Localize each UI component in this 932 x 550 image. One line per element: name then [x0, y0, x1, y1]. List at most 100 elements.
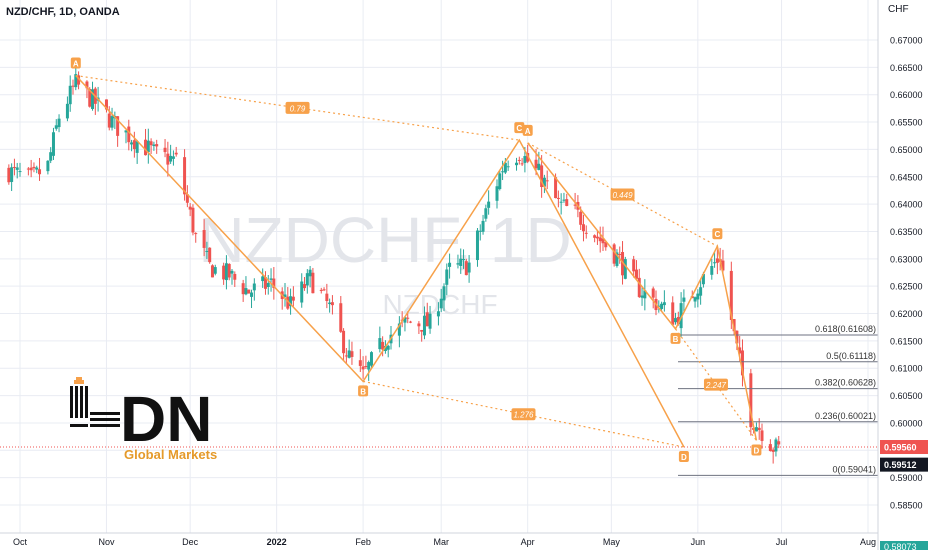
x-tick-label: Feb: [355, 537, 371, 547]
candle-body: [367, 362, 371, 370]
candle-body: [740, 350, 744, 376]
ratio-label: 0.79: [290, 104, 306, 113]
candle-body: [308, 269, 312, 277]
ratio-box: [285, 101, 310, 114]
candle-body: [330, 302, 334, 306]
point-label: D: [754, 446, 760, 455]
candle-body: [721, 260, 725, 271]
candle-body: [85, 81, 89, 89]
candle-body: [459, 258, 463, 266]
point-box: [751, 444, 762, 456]
candle-body: [768, 444, 772, 452]
candle-body: [623, 259, 627, 279]
point-label: A: [73, 60, 79, 69]
y-tick-label: 0.63500: [890, 227, 923, 237]
candle-body: [503, 162, 507, 173]
candle-body: [183, 157, 187, 195]
candle-body: [428, 313, 432, 329]
candle-body: [155, 144, 159, 147]
candle-body: [439, 298, 443, 309]
candle-body: [339, 303, 343, 332]
candle-body: [104, 99, 108, 110]
fib-label: 0.618(0.61608): [815, 324, 876, 334]
candle-body: [29, 167, 33, 171]
candle-body: [10, 167, 14, 182]
candle-body: [311, 272, 315, 294]
candle-body: [263, 277, 267, 289]
fib-label: 0.382(0.60628): [815, 378, 876, 388]
candle-body: [166, 153, 170, 165]
price-badge: [880, 457, 928, 472]
x-tick-label: Jun: [691, 537, 706, 547]
candle-body: [565, 199, 569, 206]
candles: [7, 65, 781, 464]
candle-body: [303, 284, 307, 289]
point-box: [358, 385, 369, 397]
candle-body: [517, 159, 521, 161]
y-tick-label: 0.64000: [890, 200, 923, 210]
candle-body: [261, 276, 265, 282]
candle-body: [671, 302, 675, 325]
candle-body: [643, 290, 647, 299]
candle-body: [110, 116, 114, 128]
candle-body: [604, 242, 608, 248]
candle-body: [74, 74, 78, 88]
candle-body: [12, 166, 16, 168]
candle-body: [289, 296, 293, 307]
candle-body: [506, 166, 510, 168]
candle-body: [286, 296, 290, 309]
candle-body: [208, 247, 212, 263]
candle-body: [194, 233, 198, 235]
candle-body: [244, 288, 248, 295]
candle-body: [325, 293, 329, 301]
candle-body: [481, 220, 485, 232]
candle-body: [409, 321, 413, 323]
symbol-header: NZD/CHF, 1D, OANDA: [6, 6, 120, 18]
candle-body: [397, 323, 401, 336]
candle-body: [272, 278, 276, 288]
ratio-label: 0.449: [613, 191, 634, 200]
point-label: B: [360, 387, 366, 396]
candle-body: [32, 166, 36, 169]
candle-body: [545, 180, 549, 182]
point-box: [670, 332, 681, 344]
candle-body: [322, 289, 326, 291]
candle-body: [757, 427, 761, 430]
pattern1: 0.79 1.276 A B C D: [70, 57, 689, 463]
candle-body: [386, 345, 390, 350]
candle-body: [520, 163, 524, 165]
pattern2: 0.449 2.247 A B C D: [522, 124, 762, 456]
x-tick-label: Mar: [433, 537, 449, 547]
candle-body: [46, 160, 50, 172]
point-label: D: [681, 453, 687, 462]
candle-body: [464, 261, 468, 276]
candle-body: [15, 167, 19, 170]
candle-body: [542, 177, 546, 187]
candle-body: [487, 201, 491, 208]
candle-body: [169, 155, 173, 162]
candle-body: [749, 373, 753, 428]
candle-body: [191, 207, 195, 233]
pattern1-legs: [75, 75, 685, 448]
candle-body: [676, 316, 680, 325]
y-tick-label: 0.61500: [890, 336, 923, 346]
candle-body: [556, 197, 560, 199]
candle-body: [501, 171, 505, 173]
candle-body: [534, 159, 538, 169]
candle-body: [754, 427, 758, 432]
candle-body: [581, 224, 585, 232]
fib-levels: 0.618(0.61608) 0.5(0.61118) 0.382(0.60628)…: [678, 324, 880, 476]
candle-body: [347, 350, 351, 358]
pattern2-legs: [527, 142, 758, 441]
candle-body: [18, 171, 22, 173]
candle-body: [456, 263, 460, 265]
candle-body: [171, 156, 175, 159]
candle-body: [71, 85, 75, 87]
candle-body: [38, 169, 42, 175]
candle-body: [640, 295, 644, 298]
candle-body: [612, 244, 616, 264]
tower-icon: [70, 377, 120, 427]
y-tick-label: 0.65500: [890, 118, 923, 128]
candle-body: [699, 287, 703, 296]
